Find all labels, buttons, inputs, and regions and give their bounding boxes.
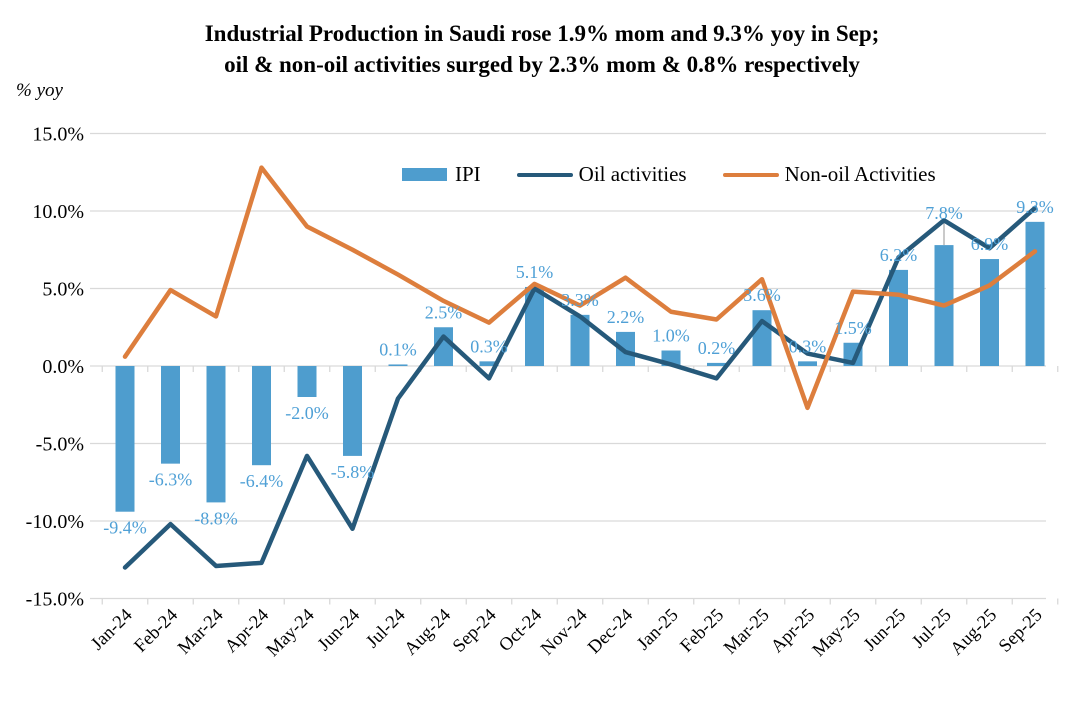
- bar-Dec-24: [616, 331, 635, 366]
- bar-label: -5.8%: [331, 462, 375, 482]
- bar-label: -2.0%: [285, 403, 329, 423]
- y-tick-label: 10.0%: [32, 201, 84, 223]
- x-tick-label: Nov-24: [537, 605, 591, 659]
- bar-Jul-24: [388, 364, 408, 366]
- legend-label-non-oil: Non-oil Activities: [784, 162, 936, 186]
- x-tick-label: Sep-25: [995, 605, 1046, 656]
- bar-Oct-24: [525, 286, 544, 366]
- bar-label: 0.1%: [379, 339, 417, 359]
- bar-Feb-24: [161, 366, 180, 464]
- bar-Jan-24: [115, 366, 135, 512]
- x-tick-label: May-24: [263, 605, 319, 661]
- bar-label: 5.1%: [516, 262, 554, 282]
- bar-label: 0.2%: [698, 338, 736, 358]
- y-tick-label: -15.0%: [26, 589, 84, 611]
- bar-Sep-24: [479, 361, 499, 366]
- x-tick-label: Dec-24: [584, 605, 637, 658]
- legend-swatch-oil: [516, 172, 573, 177]
- chart-title-line1: Industrial Production in Saudi rose 1.9%…: [204, 21, 880, 46]
- legend-swatch-ipi: [402, 168, 447, 181]
- bar-label: 0.3%: [470, 336, 508, 356]
- x-tick-label: Aug-24: [401, 605, 455, 659]
- bar-label: -9.4%: [103, 518, 147, 538]
- x-tick-label: Mar-25: [720, 605, 773, 658]
- bar-label: 7.8%: [925, 203, 963, 223]
- bar-Jun-25: [889, 269, 908, 366]
- bar-label: 3.6%: [743, 285, 781, 305]
- x-tick-label: Feb-24: [131, 605, 182, 656]
- chart-title: Industrial Production in Saudi rose 1.9%…: [0, 18, 1084, 80]
- x-tick-label: Aug-25: [947, 605, 1001, 659]
- bar-label: -8.8%: [194, 508, 238, 528]
- x-tick-label: Jan-24: [88, 605, 137, 654]
- bar-label: 2.5%: [425, 302, 463, 322]
- bar-Sep-25: [1025, 221, 1045, 366]
- bar-label: 6.2%: [880, 245, 918, 265]
- bar-label: 9.3%: [1016, 197, 1054, 217]
- bar-Aug-25: [980, 259, 999, 366]
- y-tick-label: -5.0%: [36, 434, 84, 456]
- bar-label: -6.3%: [149, 470, 193, 490]
- non-oil-activities-line: [122, 165, 1038, 411]
- legend-label-ipi: IPI: [455, 162, 481, 186]
- y-tick-label: 0.0%: [42, 356, 84, 378]
- x-tick-label: Feb-25: [677, 605, 728, 656]
- x-tick-label: Sep-24: [449, 605, 500, 656]
- x-tick-label: Jun-25: [860, 605, 910, 655]
- bar-Feb-25: [707, 362, 726, 366]
- bar-label: 1.5%: [834, 318, 872, 338]
- x-tick-label: Jun-24: [314, 605, 364, 655]
- bar-label: -6.4%: [240, 471, 284, 491]
- bar-label: 2.2%: [607, 307, 645, 327]
- legend-label-oil: Oil activities: [578, 162, 687, 186]
- bar-Jun-24: [343, 366, 362, 456]
- chart-legend: IPI Oil activities Non-oil Activities: [402, 162, 972, 187]
- x-tick-label: Oct-24: [496, 605, 546, 655]
- bar-label: 3.3%: [561, 290, 599, 310]
- bar-Aug-24: [434, 327, 453, 366]
- bar-label: 1.0%: [652, 326, 690, 346]
- x-tick-label: May-25: [809, 605, 865, 661]
- legend-swatch-non-oil: [722, 172, 779, 177]
- y-axis-unit-label: % yoy: [16, 80, 63, 101]
- bar-Apr-25: [798, 361, 817, 366]
- bar-label: 6.9%: [971, 234, 1009, 254]
- y-tick-label: -10.0%: [26, 511, 84, 533]
- x-tick-label: Jan-25: [634, 605, 683, 654]
- y-tick-label: 5.0%: [42, 279, 84, 301]
- bar-May-24: [297, 366, 317, 397]
- bar-label: 0.3%: [789, 336, 827, 356]
- bar-Mar-24: [206, 366, 226, 503]
- bar-Mar-25: [752, 310, 772, 366]
- bar-Apr-24: [252, 366, 271, 466]
- y-tick-label: 15.0%: [32, 124, 84, 146]
- chart-title-line2: oil & non-oil activities surged by 2.3% …: [224, 52, 860, 77]
- x-tick-label: Mar-24: [174, 605, 227, 658]
- bar-Nov-24: [570, 314, 590, 366]
